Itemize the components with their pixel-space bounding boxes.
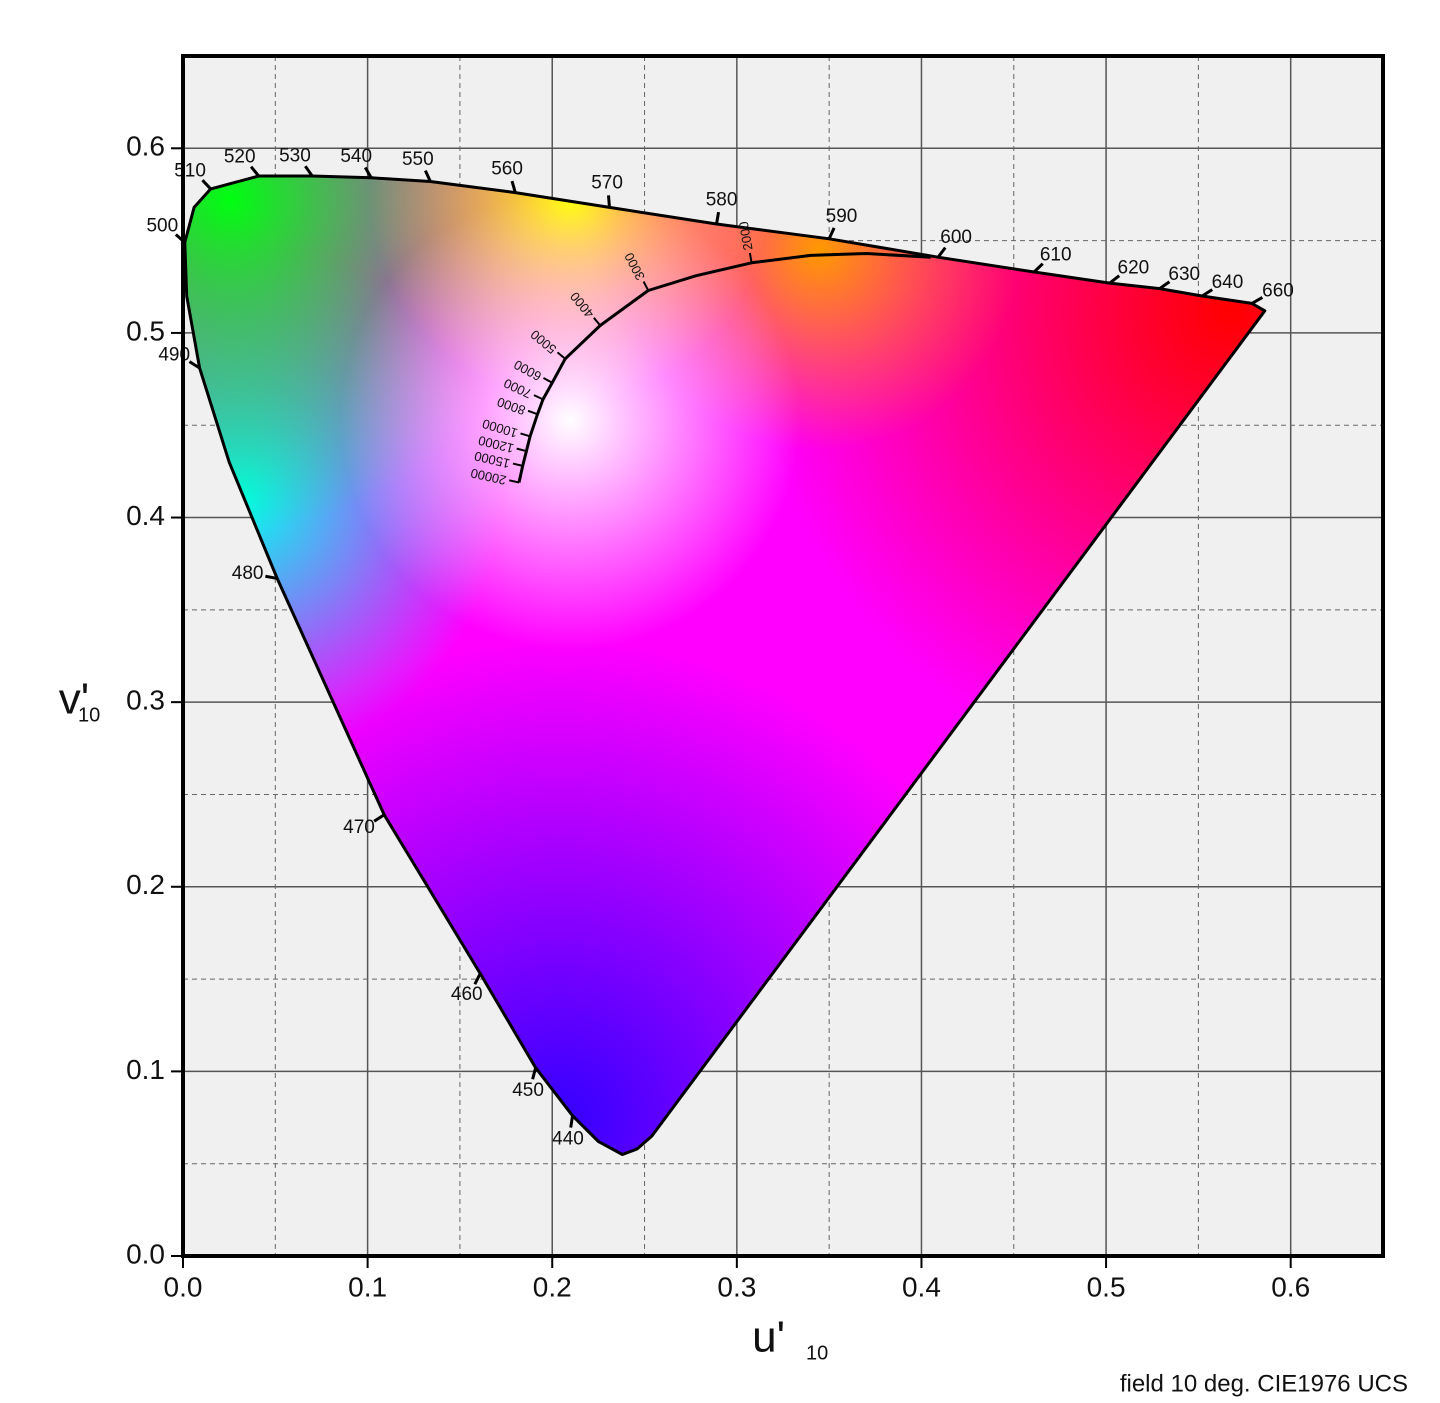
- y-axis-label: v': [59, 675, 89, 724]
- wavelength-label: 550: [402, 149, 434, 170]
- y-tick-label: 0.3: [126, 685, 165, 716]
- temperature-tick: [593, 317, 602, 327]
- x-tick-label: 0.3: [717, 1271, 756, 1302]
- temperature-tick: [542, 377, 553, 384]
- temperature-tick: [527, 409, 538, 416]
- wavelength-tick: [363, 166, 373, 179]
- wavelength-tick: [607, 195, 611, 208]
- wavelength-tick: [715, 211, 721, 225]
- wavelength-label: 630: [1168, 264, 1200, 285]
- plot-frame: [181, 54, 1385, 1258]
- wavelength-label: 470: [343, 817, 375, 838]
- temperature-tick: [642, 281, 650, 291]
- wavelength-tick: [1108, 274, 1121, 285]
- wavelength-tick: [265, 574, 278, 580]
- wavelength-label: 460: [451, 984, 483, 1005]
- wavelength-tick: [569, 1115, 575, 1128]
- temperature-tick: [516, 447, 527, 453]
- x-tick-label: 0.0: [164, 1271, 203, 1302]
- marks: 0.0 0.1 0.2 0.3 0.4 0.5 0.6 0.0 0.1 0.2 0.3 0.4 0.5 0…: [126, 131, 1310, 1303]
- wavelength-tick: [473, 972, 482, 985]
- y-tick-label: 0.4: [126, 500, 165, 531]
- x-axis-label: u': [752, 1313, 785, 1362]
- wavelength-label: 520: [224, 146, 256, 167]
- wavelength-label: 440: [552, 1128, 584, 1149]
- wavelength-label: 450: [512, 1080, 544, 1101]
- wavelength-tick: [201, 179, 212, 190]
- planckian-locus: [517, 252, 931, 483]
- wavelength-label: 590: [826, 206, 858, 227]
- x-tick-label: 0.1: [348, 1271, 387, 1302]
- wavelength-label: 480: [232, 563, 264, 584]
- wavelength-label: 570: [591, 172, 623, 193]
- temperature-tick: [748, 252, 753, 263]
- wavelength-tick: [1033, 262, 1044, 274]
- wavelength-label: 560: [491, 159, 523, 180]
- wavelength-label: 530: [279, 145, 311, 166]
- y-tick-label: 0.0: [126, 1238, 165, 1269]
- wavelength-tick: [424, 170, 432, 183]
- x-tick-label: 0.4: [902, 1271, 941, 1302]
- wavelength-tick: [188, 360, 201, 370]
- wavelength-label: 640: [1212, 272, 1244, 293]
- wavelength-tick: [373, 813, 386, 823]
- temperature-label: 2000: [736, 220, 756, 251]
- y-tick-label: 0.1: [126, 1054, 165, 1085]
- wavelength-label: 620: [1118, 257, 1150, 278]
- temperature-tick: [512, 462, 523, 467]
- y-tick-label: 0.2: [126, 869, 165, 900]
- temperature-tick: [509, 479, 520, 484]
- wavelength-label: 660: [1262, 281, 1294, 302]
- x-tick-label: 0.2: [533, 1271, 572, 1302]
- temperature-tick: [533, 394, 544, 401]
- y-tick-label: 0.6: [126, 131, 165, 162]
- wavelength-label: 500: [146, 216, 178, 237]
- wavelength-tick: [936, 246, 947, 259]
- wavelength-tick: [1251, 296, 1264, 305]
- wavelength-tick: [1201, 288, 1214, 298]
- wavelength-label: 580: [706, 189, 738, 210]
- x-tick-label: 0.6: [1271, 1271, 1310, 1302]
- x-tick-label: 0.5: [1087, 1271, 1126, 1302]
- y-axis-label-subscript: 10: [78, 704, 100, 726]
- y-tick-label: 0.5: [126, 315, 165, 346]
- wavelength-tick: [827, 227, 836, 240]
- wavelength-label: 600: [940, 227, 972, 248]
- wavelength-label: 610: [1040, 244, 1072, 265]
- wavelength-label: 490: [158, 344, 190, 365]
- wavelength-tick: [1158, 280, 1171, 290]
- temperature-tick: [556, 351, 566, 360]
- wavelength-tick: [531, 1067, 538, 1080]
- footer: field 10 deg. CIE1976 UCS: [1120, 1370, 1408, 1397]
- wavelength-tick: [304, 165, 314, 177]
- wavelength-tick: [510, 180, 517, 194]
- temperature-tick: [520, 432, 531, 438]
- wavelength-tick: [249, 165, 260, 177]
- x-axis-label-subscript: 10: [806, 1342, 828, 1364]
- wavelength-label: 510: [174, 161, 206, 182]
- wavelength-label: 540: [340, 146, 372, 167]
